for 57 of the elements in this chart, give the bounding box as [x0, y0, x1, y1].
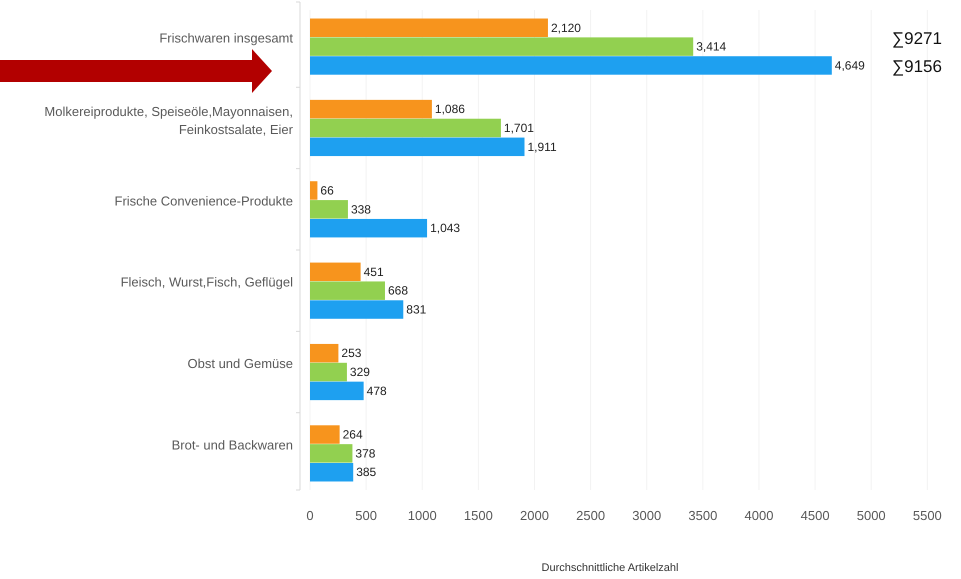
- bar: [310, 56, 832, 75]
- data-label: 1,911: [527, 140, 557, 154]
- x-tick-label: 4000: [744, 508, 774, 523]
- annotation: ∑9156: [892, 57, 942, 76]
- bar: [310, 18, 548, 37]
- data-label: 3,414: [696, 40, 727, 54]
- x-tick-label: 1000: [408, 508, 437, 523]
- x-tick-label: 5500: [912, 508, 942, 523]
- data-label: 1,043: [430, 221, 460, 236]
- bar: [310, 200, 348, 219]
- data-label: 338: [350, 202, 372, 216]
- x-tick-label: 5000: [856, 508, 886, 523]
- y-tick-label: Frische Convenience-Produkte: [114, 193, 293, 208]
- bar: [310, 118, 501, 138]
- y-tick-label: Frischwaren insgesamt: [159, 30, 294, 46]
- annotation: ∑9271: [892, 29, 942, 48]
- bar: [310, 181, 318, 200]
- data-label: 4,649: [834, 58, 866, 72]
- y-tick-label: Brot- und Backwaren: [172, 437, 293, 452]
- data-label: 831: [406, 302, 427, 317]
- x-tick-label: 2500: [576, 508, 606, 523]
- x-tick-label: 4500: [800, 508, 830, 523]
- bar: [310, 382, 364, 400]
- x-tick-label: 3000: [632, 508, 662, 523]
- data-label: 385: [356, 465, 377, 480]
- data-label: 2,120: [550, 20, 582, 35]
- x-tick-label: 0: [306, 508, 314, 523]
- x-axis-title: Durchschnittliche Artikelzahl: [542, 562, 678, 574]
- bar: [310, 463, 354, 482]
- x-tick-label: 1500: [464, 508, 493, 523]
- x-tick-label: 2000: [520, 508, 549, 523]
- bar: [310, 362, 347, 382]
- bar: [310, 344, 338, 362]
- y-tick-label: Fleisch, Wurst,Fisch, Geflügel: [120, 274, 294, 290]
- bar: [310, 425, 340, 444]
- y-tick-label: Molkereiprodukte, Speiseöle,Mayonnaisen, Feinkostsalate, Eier: [44, 104, 294, 137]
- bar: [310, 37, 694, 56]
- data-label: 478: [366, 384, 387, 398]
- data-label: 668: [388, 284, 408, 298]
- bar: [310, 218, 428, 238]
- x-tick-label: 500: [355, 508, 377, 523]
- bar: [310, 444, 352, 463]
- bar: [310, 262, 361, 282]
- bar: [310, 100, 432, 118]
- bar: [310, 300, 404, 319]
- data-label: 253: [341, 346, 362, 360]
- data-label: 264: [342, 428, 363, 442]
- y-tick-label: Obst und Gemüse: [188, 356, 293, 372]
- data-label: 1,086: [434, 102, 466, 116]
- x-tick-label: 3500: [688, 508, 718, 523]
- data-label: 378: [355, 446, 376, 460]
- data-label: 329: [350, 365, 370, 380]
- bar: [310, 281, 385, 300]
- bar: [310, 138, 524, 156]
- data-label: 66: [320, 183, 334, 198]
- data-label: 1,701: [504, 120, 534, 135]
- data-label: 451: [364, 264, 384, 279]
